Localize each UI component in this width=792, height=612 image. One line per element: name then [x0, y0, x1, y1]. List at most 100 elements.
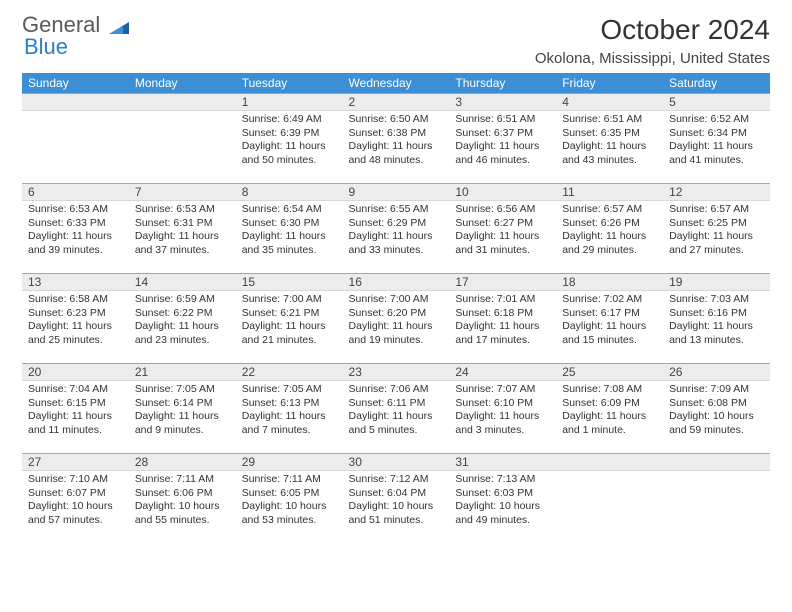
month-title: October 2024 — [535, 14, 770, 46]
calendar-cell: 30Sunrise: 7:12 AMSunset: 6:04 PMDayligh… — [343, 453, 450, 543]
calendar-cell: 7Sunrise: 6:53 AMSunset: 6:31 PMDaylight… — [129, 183, 236, 273]
day-details: Sunrise: 6:56 AMSunset: 6:27 PMDaylight:… — [449, 201, 556, 258]
daylight-text: Daylight: 11 hours and 41 minutes. — [669, 140, 764, 167]
calendar-week-row: 20Sunrise: 7:04 AMSunset: 6:15 PMDayligh… — [22, 363, 770, 453]
sunset-text: Sunset: 6:29 PM — [349, 217, 444, 231]
calendar-cell — [663, 453, 770, 543]
day-details — [129, 111, 236, 113]
day-header: Friday — [556, 73, 663, 93]
daylight-text: Daylight: 11 hours and 37 minutes. — [135, 230, 230, 257]
calendar-cell: 29Sunrise: 7:11 AMSunset: 6:05 PMDayligh… — [236, 453, 343, 543]
calendar-cell: 19Sunrise: 7:03 AMSunset: 6:16 PMDayligh… — [663, 273, 770, 363]
day-number: 7 — [129, 183, 236, 201]
day-number — [663, 453, 770, 471]
sunrise-text: Sunrise: 7:02 AM — [562, 293, 657, 307]
daylight-text: Daylight: 11 hours and 1 minute. — [562, 410, 657, 437]
sunset-text: Sunset: 6:30 PM — [242, 217, 337, 231]
calendar-week-row: 13Sunrise: 6:58 AMSunset: 6:23 PMDayligh… — [22, 273, 770, 363]
sunset-text: Sunset: 6:08 PM — [669, 397, 764, 411]
daylight-text: Daylight: 10 hours and 55 minutes. — [135, 500, 230, 527]
calendar-cell: 20Sunrise: 7:04 AMSunset: 6:15 PMDayligh… — [22, 363, 129, 453]
logo-triangle-icon — [109, 16, 129, 38]
day-number: 31 — [449, 453, 556, 471]
day-number: 2 — [343, 93, 450, 111]
calendar-cell: 14Sunrise: 6:59 AMSunset: 6:22 PMDayligh… — [129, 273, 236, 363]
sunset-text: Sunset: 6:20 PM — [349, 307, 444, 321]
calendar-week-row: 6Sunrise: 6:53 AMSunset: 6:33 PMDaylight… — [22, 183, 770, 273]
day-details: Sunrise: 6:51 AMSunset: 6:37 PMDaylight:… — [449, 111, 556, 168]
day-details: Sunrise: 6:57 AMSunset: 6:26 PMDaylight:… — [556, 201, 663, 258]
calendar-cell: 23Sunrise: 7:06 AMSunset: 6:11 PMDayligh… — [343, 363, 450, 453]
sunset-text: Sunset: 6:38 PM — [349, 127, 444, 141]
sunrise-text: Sunrise: 6:58 AM — [28, 293, 123, 307]
sunset-text: Sunset: 6:03 PM — [455, 487, 550, 501]
daylight-text: Daylight: 11 hours and 11 minutes. — [28, 410, 123, 437]
calendar-cell — [129, 93, 236, 183]
day-details: Sunrise: 7:12 AMSunset: 6:04 PMDaylight:… — [343, 471, 450, 528]
sunset-text: Sunset: 6:10 PM — [455, 397, 550, 411]
calendar-cell: 24Sunrise: 7:07 AMSunset: 6:10 PMDayligh… — [449, 363, 556, 453]
day-number: 17 — [449, 273, 556, 291]
daylight-text: Daylight: 11 hours and 9 minutes. — [135, 410, 230, 437]
sunset-text: Sunset: 6:09 PM — [562, 397, 657, 411]
day-header: Sunday — [22, 73, 129, 93]
daylight-text: Daylight: 11 hours and 50 minutes. — [242, 140, 337, 167]
day-details: Sunrise: 7:06 AMSunset: 6:11 PMDaylight:… — [343, 381, 450, 438]
day-number: 6 — [22, 183, 129, 201]
day-number: 30 — [343, 453, 450, 471]
daylight-text: Daylight: 11 hours and 19 minutes. — [349, 320, 444, 347]
day-details — [556, 471, 663, 473]
sunset-text: Sunset: 6:05 PM — [242, 487, 337, 501]
day-number: 14 — [129, 273, 236, 291]
day-details: Sunrise: 7:03 AMSunset: 6:16 PMDaylight:… — [663, 291, 770, 348]
day-number: 10 — [449, 183, 556, 201]
daylight-text: Daylight: 10 hours and 49 minutes. — [455, 500, 550, 527]
day-number: 1 — [236, 93, 343, 111]
daylight-text: Daylight: 11 hours and 3 minutes. — [455, 410, 550, 437]
sunset-text: Sunset: 6:14 PM — [135, 397, 230, 411]
calendar-cell: 3Sunrise: 6:51 AMSunset: 6:37 PMDaylight… — [449, 93, 556, 183]
logo-text-block: General Blue — [22, 14, 129, 58]
header: General Blue October 2024 Okolona, Missi… — [22, 14, 770, 67]
logo-text-blue: Blue — [24, 34, 68, 59]
daylight-text: Daylight: 11 hours and 25 minutes. — [28, 320, 123, 347]
daylight-text: Daylight: 10 hours and 53 minutes. — [242, 500, 337, 527]
day-details: Sunrise: 7:09 AMSunset: 6:08 PMDaylight:… — [663, 381, 770, 438]
day-details: Sunrise: 7:02 AMSunset: 6:17 PMDaylight:… — [556, 291, 663, 348]
daylight-text: Daylight: 11 hours and 31 minutes. — [455, 230, 550, 257]
sunrise-text: Sunrise: 6:54 AM — [242, 203, 337, 217]
day-number: 4 — [556, 93, 663, 111]
day-details: Sunrise: 6:50 AMSunset: 6:38 PMDaylight:… — [343, 111, 450, 168]
sunrise-text: Sunrise: 7:11 AM — [135, 473, 230, 487]
sunrise-text: Sunrise: 6:57 AM — [562, 203, 657, 217]
day-details: Sunrise: 6:59 AMSunset: 6:22 PMDaylight:… — [129, 291, 236, 348]
sunset-text: Sunset: 6:04 PM — [349, 487, 444, 501]
day-header: Tuesday — [236, 73, 343, 93]
day-details: Sunrise: 6:53 AMSunset: 6:33 PMDaylight:… — [22, 201, 129, 258]
day-header: Saturday — [663, 73, 770, 93]
sunrise-text: Sunrise: 7:03 AM — [669, 293, 764, 307]
sunset-text: Sunset: 6:39 PM — [242, 127, 337, 141]
calendar-cell — [556, 453, 663, 543]
daylight-text: Daylight: 11 hours and 13 minutes. — [669, 320, 764, 347]
daylight-text: Daylight: 11 hours and 29 minutes. — [562, 230, 657, 257]
day-header: Monday — [129, 73, 236, 93]
sunrise-text: Sunrise: 6:52 AM — [669, 113, 764, 127]
daylight-text: Daylight: 11 hours and 46 minutes. — [455, 140, 550, 167]
calendar-cell: 21Sunrise: 7:05 AMSunset: 6:14 PMDayligh… — [129, 363, 236, 453]
calendar-table: Sunday Monday Tuesday Wednesday Thursday… — [22, 73, 770, 543]
calendar-cell: 11Sunrise: 6:57 AMSunset: 6:26 PMDayligh… — [556, 183, 663, 273]
daylight-text: Daylight: 11 hours and 17 minutes. — [455, 320, 550, 347]
logo: General Blue — [22, 14, 129, 58]
daylight-text: Daylight: 11 hours and 7 minutes. — [242, 410, 337, 437]
sunrise-text: Sunrise: 7:01 AM — [455, 293, 550, 307]
day-number: 19 — [663, 273, 770, 291]
calendar-cell: 4Sunrise: 6:51 AMSunset: 6:35 PMDaylight… — [556, 93, 663, 183]
daylight-text: Daylight: 11 hours and 35 minutes. — [242, 230, 337, 257]
day-details: Sunrise: 7:10 AMSunset: 6:07 PMDaylight:… — [22, 471, 129, 528]
daylight-text: Daylight: 11 hours and 15 minutes. — [562, 320, 657, 347]
sunrise-text: Sunrise: 7:07 AM — [455, 383, 550, 397]
day-details: Sunrise: 6:51 AMSunset: 6:35 PMDaylight:… — [556, 111, 663, 168]
day-details: Sunrise: 7:05 AMSunset: 6:13 PMDaylight:… — [236, 381, 343, 438]
day-details: Sunrise: 7:11 AMSunset: 6:05 PMDaylight:… — [236, 471, 343, 528]
